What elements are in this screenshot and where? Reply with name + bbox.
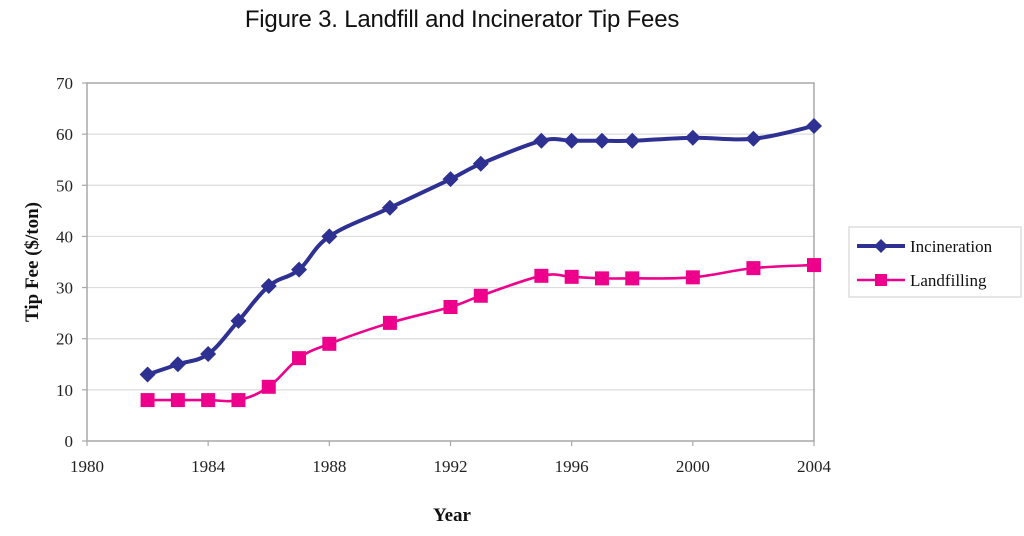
x-tick-label: 2004 xyxy=(797,457,832,476)
y-tick-label: 0 xyxy=(65,432,74,451)
legend-label: Incineration xyxy=(910,237,993,256)
data-point-square xyxy=(685,270,700,285)
x-axis-title: Year xyxy=(433,505,472,526)
data-point-diamond xyxy=(169,356,186,373)
data-point-square xyxy=(807,258,821,273)
data-point-diamond xyxy=(472,155,489,172)
data-point-diamond xyxy=(442,171,459,188)
x-tick-label: 1996 xyxy=(555,457,589,476)
data-point-diamond xyxy=(624,132,641,149)
x-tick-label: 1992 xyxy=(434,457,468,476)
series-layer xyxy=(139,117,822,408)
y-tick-label: 50 xyxy=(56,176,73,195)
legend-marker-square xyxy=(875,274,887,286)
data-point-square xyxy=(292,351,307,366)
legend: Incineration Landfilling xyxy=(848,226,1022,298)
legend-label: Landfilling xyxy=(910,271,987,290)
y-tick-label: 10 xyxy=(56,381,73,400)
data-point-square xyxy=(534,268,549,283)
x-tick-label: 1984 xyxy=(191,457,226,476)
data-point-diamond xyxy=(533,132,550,149)
y-tick-label: 20 xyxy=(56,330,73,349)
y-tick-label: 70 xyxy=(56,74,73,93)
legend-marker-diamond xyxy=(874,239,888,253)
x-tick-label: 1988 xyxy=(312,457,346,476)
data-point-square xyxy=(746,261,761,276)
data-point-square xyxy=(231,393,246,408)
chart-title: Figure 3. Landfill and Incinerator Tip F… xyxy=(244,6,680,33)
data-point-diamond xyxy=(684,129,701,146)
y-axis-title: Tip Fee ($/ton) xyxy=(22,202,43,322)
data-point-square xyxy=(625,271,640,286)
data-point-square xyxy=(564,269,579,284)
legend-item-landfilling: Landfilling xyxy=(857,271,987,290)
data-point-square xyxy=(261,379,276,394)
legend-item-incineration: Incineration xyxy=(857,237,993,256)
y-tick-label: 60 xyxy=(56,125,73,144)
data-point-square xyxy=(322,336,337,351)
data-point-diamond xyxy=(200,346,217,363)
series-incineration xyxy=(139,117,822,383)
data-point-square xyxy=(140,393,155,408)
series-landfilling xyxy=(140,258,821,408)
x-tick-label: 1980 xyxy=(70,457,104,476)
data-point-diamond xyxy=(230,312,247,329)
data-point-diamond xyxy=(381,199,398,216)
y-tick-label: 40 xyxy=(56,227,73,246)
x-axis: 1980 1984 1988 1992 1996 2000 2004 xyxy=(70,441,832,476)
data-point-diamond xyxy=(291,261,308,278)
data-point-square xyxy=(443,300,458,315)
series-line xyxy=(147,263,815,403)
data-point-diamond xyxy=(593,132,610,149)
data-point-square xyxy=(473,288,488,303)
y-axis: 0 10 20 30 40 50 60 70 xyxy=(56,74,87,451)
data-point-square xyxy=(594,271,609,286)
data-point-square xyxy=(201,393,216,408)
y-tick-label: 30 xyxy=(56,279,73,298)
data-point-diamond xyxy=(745,130,762,147)
data-point-square xyxy=(382,315,397,330)
data-point-square xyxy=(170,393,185,408)
data-point-diamond xyxy=(139,366,156,383)
x-tick-label: 2000 xyxy=(676,457,710,476)
data-point-diamond xyxy=(321,228,338,245)
data-point-diamond xyxy=(806,117,822,134)
data-point-diamond xyxy=(260,278,277,295)
data-point-diamond xyxy=(563,132,580,149)
